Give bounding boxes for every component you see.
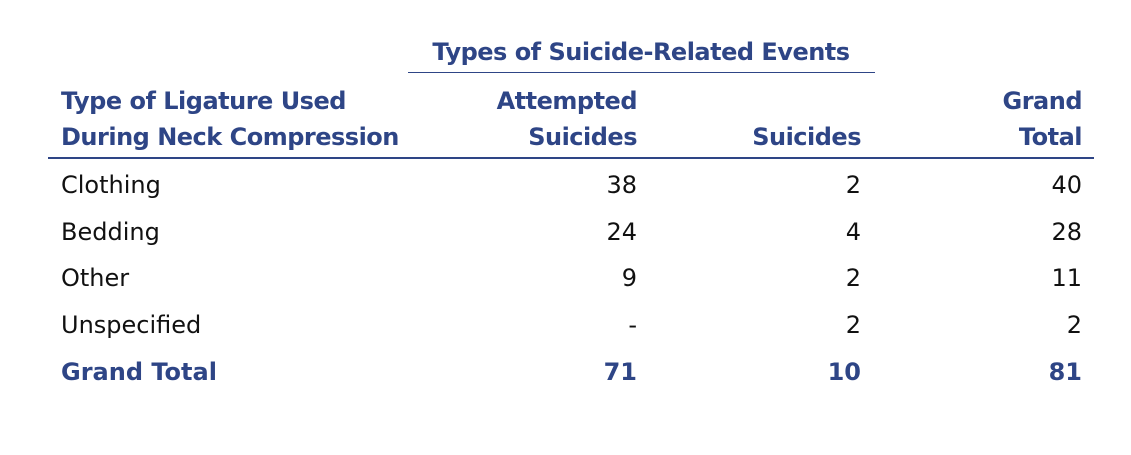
column-header: During Neck Compression	[61, 123, 399, 151]
column-header: Suicides	[528, 123, 637, 151]
cell-value: -	[628, 311, 637, 339]
cell-value: 2	[1066, 311, 1082, 339]
column-header: Attempted	[496, 87, 638, 115]
column-header: Suicides	[752, 123, 861, 151]
cell-value: 11	[1051, 264, 1082, 292]
cell-value: 9	[621, 264, 637, 292]
total-label: Grand Total	[61, 358, 217, 386]
row-label: Bedding	[61, 218, 160, 246]
group-header: Types of Suicide-Related Events	[432, 38, 850, 66]
cell-value: 40	[1051, 171, 1082, 199]
row-label: Other	[61, 264, 130, 292]
row-label: Clothing	[61, 171, 161, 199]
column-header: Total	[1018, 123, 1083, 151]
cell-value: 38	[606, 171, 637, 199]
cell-value: 2	[845, 171, 861, 199]
total-value: 71	[603, 358, 637, 386]
cell-value: 2	[845, 311, 861, 339]
row-label: Unspecified	[61, 311, 202, 339]
cell-value: 28	[1051, 218, 1082, 246]
total-value: 81	[1048, 358, 1082, 386]
total-value: 10	[827, 358, 861, 386]
column-header: Grand	[1002, 87, 1083, 115]
cell-value: 4	[845, 218, 861, 246]
group-rule	[408, 72, 875, 73]
cell-value: 2	[845, 264, 861, 292]
column-header: Type of Ligature Used	[61, 87, 346, 115]
header-rule	[48, 157, 1094, 159]
cell-value: 24	[606, 218, 637, 246]
